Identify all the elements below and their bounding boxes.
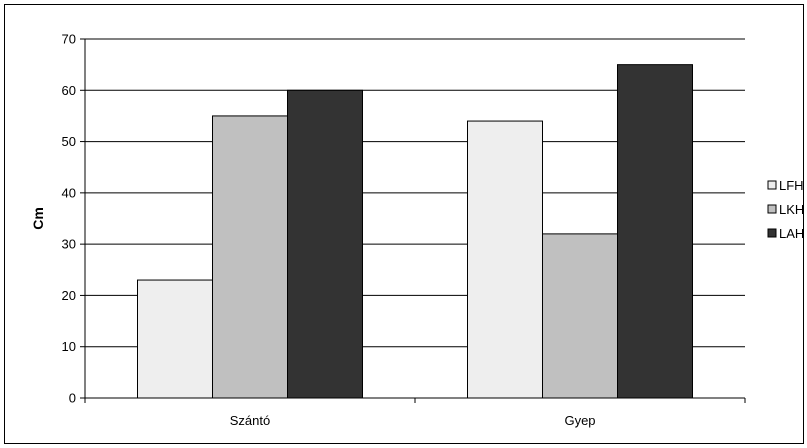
bars (137, 64, 693, 399)
bar-lah-1 (616, 64, 693, 399)
legend-swatch-lfh (767, 180, 777, 190)
bar-lfh-1 (467, 120, 544, 399)
y-tick-label: 60 (62, 83, 76, 98)
chart-frame: 0 10 20 30 40 50 60 70 Szántó Gyep Cm LFH LKH LAH (4, 4, 804, 444)
legend-label-lfh: LFH (779, 178, 803, 193)
legend-swatch-lkh (767, 204, 777, 214)
y-tick-label: 0 (69, 391, 76, 406)
y-tick-label: 70 (62, 32, 76, 47)
bar-lkh-0 (212, 115, 288, 399)
y-axis-title: Cm (30, 207, 46, 230)
bar-lkh-1 (542, 233, 618, 399)
legend: LFH LKH LAH (767, 178, 803, 241)
legend-swatch-lah (767, 228, 777, 238)
bar-chart: 0 10 20 30 40 50 60 70 Szántó Gyep Cm LFH LKH LAH (30, 32, 803, 429)
y-tick-label: 30 (62, 237, 76, 252)
y-tick-label: 50 (62, 134, 76, 149)
legend-label-lah: LAH (779, 226, 803, 241)
x-tick-label: Gyep (564, 413, 595, 428)
bar-lfh-0 (137, 279, 214, 399)
y-tick-label: 40 (62, 185, 76, 200)
y-tick-label: 20 (62, 288, 76, 303)
y-tick-labels: 0 10 20 30 40 50 60 70 (62, 32, 76, 406)
axes (80, 38, 746, 403)
x-tick-labels: Szántó Gyep (230, 413, 596, 428)
x-tick-label: Szántó (230, 413, 270, 428)
bar-lah-0 (286, 89, 363, 399)
legend-label-lkh: LKH (779, 202, 803, 217)
y-tick-label: 10 (62, 339, 76, 354)
